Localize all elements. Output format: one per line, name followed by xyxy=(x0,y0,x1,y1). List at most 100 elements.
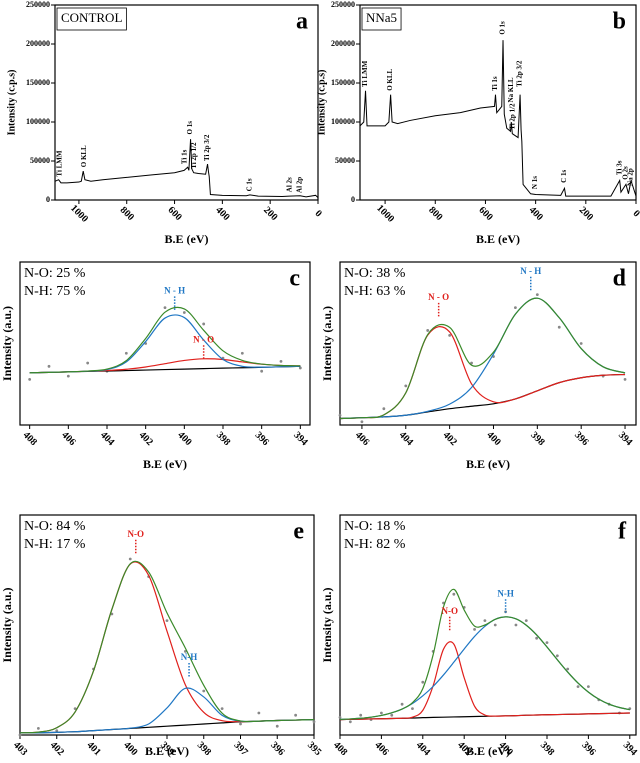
peak-label: Na 2p xyxy=(627,168,635,186)
x-tick-label: 408 xyxy=(21,430,39,448)
x-axis-label: B.E (eV) xyxy=(165,232,209,246)
series-line xyxy=(29,306,301,374)
data-point xyxy=(165,619,169,622)
x-tick-label: 800 xyxy=(426,205,444,223)
data-point xyxy=(566,667,570,671)
x-axis-label: B.E (eV) xyxy=(143,457,187,471)
x-tick-label: 600 xyxy=(476,205,494,223)
x-tick-label: 403 xyxy=(11,740,29,758)
peak-label: N-H xyxy=(181,652,198,662)
panel-letter: a xyxy=(296,9,308,35)
data-point xyxy=(239,722,242,726)
data-point xyxy=(338,716,342,719)
series-line xyxy=(19,560,315,734)
x-tick-label: 401 xyxy=(84,740,102,758)
data-point xyxy=(470,361,473,365)
data-point xyxy=(275,724,279,728)
peak-label: N-O xyxy=(128,529,145,539)
y-tick-label: 50000 xyxy=(335,156,355,165)
y-axis-label: Intensity (c.p.s) xyxy=(6,70,17,136)
x-tick-label: 200 xyxy=(577,205,595,223)
x-tick-label: 406 xyxy=(372,740,390,758)
data-point xyxy=(576,685,580,688)
y-tick-label: 250000 xyxy=(331,0,355,9)
x-tick-label: 396 xyxy=(268,740,286,758)
fit-ratio: N-H: 75 % xyxy=(24,284,86,299)
series-line xyxy=(339,297,626,420)
data-point xyxy=(483,619,487,622)
data-point xyxy=(557,325,561,329)
x-tick-label: 404 xyxy=(98,430,116,448)
panel-letter: d xyxy=(613,266,627,292)
data-point xyxy=(359,713,363,717)
data-point xyxy=(514,623,518,627)
x-axis-label: B.E (eV) xyxy=(145,744,189,758)
x-tick-label: 404 xyxy=(397,430,415,448)
panel-letter: e xyxy=(293,519,304,545)
y-tick-label: 100000 xyxy=(26,117,50,126)
fit-ratio: N-H: 63 % xyxy=(344,284,406,299)
x-axis-label: B.E (eV) xyxy=(476,232,520,246)
y-tick-label: 0 xyxy=(351,195,355,204)
x-tick-label: 396 xyxy=(579,740,597,758)
x-tick-label: 402 xyxy=(441,430,459,448)
series-line xyxy=(339,297,626,420)
peak-label: Ti 1s xyxy=(181,149,189,164)
x-tick-label: 398 xyxy=(528,430,546,448)
series-line xyxy=(339,641,630,721)
peak-label: O 1s xyxy=(499,21,507,35)
data-point xyxy=(18,733,22,737)
x-tick-label: 395 xyxy=(305,740,323,758)
peak-label: Ti 2p 1/2 xyxy=(190,142,198,169)
x-tick-label: 394 xyxy=(291,430,309,448)
data-point xyxy=(390,713,394,717)
x-tick-label: 394 xyxy=(621,740,639,758)
sample-name: CONTROL xyxy=(61,10,122,25)
y-axis-label: Intensity (a.u.) xyxy=(320,306,334,381)
y-axis-label: Intensity (a.u.) xyxy=(320,587,334,662)
y-tick-label: 0 xyxy=(46,195,50,204)
data-point xyxy=(66,374,70,378)
data-point xyxy=(312,720,316,724)
x-tick-label: 0 xyxy=(630,208,640,219)
panel-0: 1000 800 600 400 200 0 0 50000 100000 150000 20000… xyxy=(6,0,324,246)
data-point xyxy=(579,342,583,345)
data-point xyxy=(545,641,549,644)
x-tick-label: 1000 xyxy=(68,203,90,225)
data-point xyxy=(586,685,590,688)
panel-letter: c xyxy=(289,266,300,292)
data-point xyxy=(452,592,456,596)
data-point xyxy=(128,557,132,561)
x-tick-label: 400 xyxy=(121,740,139,758)
x-tick-label: 398 xyxy=(538,740,556,758)
x-tick-label: 406 xyxy=(353,430,371,448)
data-point xyxy=(448,333,452,337)
series-line xyxy=(29,358,301,374)
y-tick-label: 150000 xyxy=(26,78,50,87)
x-tick-label: 398 xyxy=(214,430,232,448)
fit-ratio: N-O: 25 % xyxy=(24,266,86,281)
data-point xyxy=(411,707,414,710)
sample-box xyxy=(56,7,127,31)
data-point xyxy=(202,689,206,693)
panel-2: 408 406 404 402 400 398 396 394 B.E (eV) Intensit… xyxy=(0,261,311,471)
data-point xyxy=(73,707,77,710)
fit-ratio: N-H: 82 % xyxy=(344,537,406,552)
data-point xyxy=(294,713,298,717)
peak-label: O 1s xyxy=(186,121,194,135)
data-point xyxy=(426,329,430,332)
peak-label: N - H xyxy=(520,266,541,276)
plot-frame xyxy=(339,261,637,426)
x-tick-label: 396 xyxy=(253,430,271,448)
x-tick-label: 396 xyxy=(572,430,590,448)
x-tick-label: 404 xyxy=(414,740,432,758)
x-tick-label: 800 xyxy=(118,205,136,223)
series-line xyxy=(339,616,630,720)
peak-label: O 2s xyxy=(622,166,630,180)
peak-label: C 1s xyxy=(245,178,253,191)
fit-ratio: N-O: 38 % xyxy=(344,266,406,281)
data-point xyxy=(257,711,261,715)
data-point xyxy=(421,680,425,684)
